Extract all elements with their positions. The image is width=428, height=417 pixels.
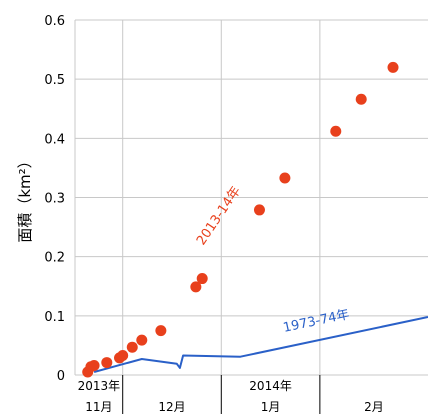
y-tick-label: 0.3 <box>44 192 65 207</box>
data-point-2013-14 <box>88 360 100 372</box>
y-tick-label: 0 <box>57 369 65 384</box>
x-year-label: 2013年 <box>78 379 121 393</box>
axes: 0 0.1 0.2 0.3 0.4 0.5 0.6 2013年 11月 12月 2014年 1月 2月 <box>44 14 384 414</box>
series-label-1973-74: 1973-74年 <box>282 307 351 336</box>
data-point-2013-14 <box>117 349 129 361</box>
data-point-2013-14 <box>355 93 367 105</box>
data-point-2013-14 <box>387 61 399 73</box>
data-point-2013-14 <box>155 325 167 337</box>
x-month-label: 11月 <box>85 400 112 414</box>
y-tick-label: 0.2 <box>44 251 65 266</box>
series-layer <box>82 61 428 378</box>
x-month-label: 12月 <box>158 400 185 414</box>
data-point-2013-14 <box>253 204 265 216</box>
data-point-2013-14 <box>279 172 291 184</box>
y-tick-label: 0.6 <box>44 14 65 29</box>
labels: 面積（km²） 2013-14年 1973-74年 <box>16 153 351 336</box>
y-axis-label: 面積（km²） <box>16 153 34 242</box>
data-point-2013-14 <box>190 281 202 293</box>
y-tick-label: 0.4 <box>44 132 65 147</box>
y-tick-label: 0.1 <box>44 310 65 325</box>
x-month-label: 1月 <box>261 400 281 414</box>
series-line-1973-74 <box>93 316 428 373</box>
data-point-2013-14 <box>126 341 138 353</box>
y-tick-label: 0.5 <box>44 73 65 88</box>
data-point-2013-14 <box>101 357 113 369</box>
x-month-label: 2月 <box>364 400 384 414</box>
x-year-label: 2014年 <box>249 379 292 393</box>
grid <box>74 19 428 376</box>
data-point-2013-14 <box>136 334 148 346</box>
data-point-2013-14 <box>330 125 342 137</box>
data-point-2013-14 <box>196 273 208 285</box>
series-label-2013-14: 2013-14年 <box>194 184 244 248</box>
